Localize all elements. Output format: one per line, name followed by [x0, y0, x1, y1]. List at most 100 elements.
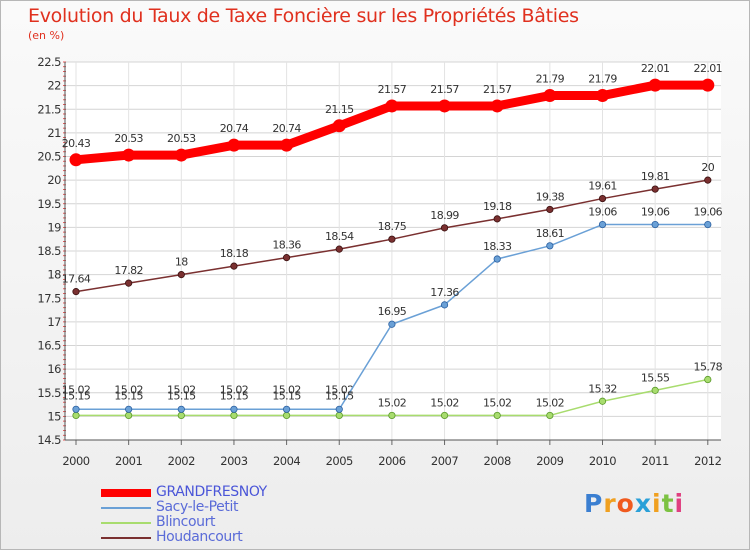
legend-label: GRANDFRESNOY	[156, 484, 267, 500]
x-tick-label: 2010	[589, 454, 616, 468]
data-label: 19.18	[483, 200, 512, 213]
data-point	[546, 205, 554, 214]
data-point	[651, 220, 659, 229]
data-point	[282, 254, 291, 262]
data-label: 22.01	[641, 62, 670, 75]
data-label: 15.15	[220, 389, 249, 402]
data-label: 15.55	[641, 371, 670, 384]
data-label: 21.57	[483, 83, 512, 96]
data-label: 16.95	[378, 305, 407, 318]
y-tick-label: 20.5	[37, 150, 61, 164]
data-point	[174, 148, 188, 162]
data-label: 19.61	[588, 180, 617, 193]
data-label: 15.02	[220, 383, 249, 396]
data-label: 17.36	[430, 286, 459, 299]
data-point	[332, 119, 346, 133]
data-point	[177, 411, 185, 420]
data-point	[493, 215, 501, 223]
data-label: 15.02	[430, 396, 459, 409]
data-point	[704, 220, 712, 229]
data-point	[125, 405, 133, 413]
data-point	[493, 411, 501, 420]
data-label: 15.32	[588, 382, 617, 395]
y-tick-label: 22.5	[37, 55, 61, 69]
data-point	[72, 411, 80, 420]
data-point	[704, 176, 712, 184]
logo-letter: r	[603, 489, 617, 518]
data-label: 15.02	[536, 396, 565, 409]
data-point	[546, 411, 554, 420]
legend-swatch	[101, 537, 151, 539]
x-tick-label: 2009	[536, 454, 563, 468]
data-point	[546, 242, 554, 250]
y-tick-label: 21.5	[37, 102, 61, 116]
data-point	[125, 279, 133, 287]
data-label: 20.53	[114, 132, 143, 145]
data-point	[282, 411, 291, 420]
data-point	[177, 405, 185, 413]
data-label: 19.06	[588, 206, 617, 219]
x-tick-label: 2006	[378, 454, 405, 468]
data-label: 15.02	[378, 396, 407, 409]
data-point	[72, 405, 80, 413]
x-tick-label: 2012	[694, 454, 721, 468]
data-label: 18	[175, 256, 188, 269]
data-label: 15.15	[325, 389, 354, 402]
data-point	[440, 301, 449, 309]
y-tick-label: 14.5	[37, 433, 61, 447]
logo-letter: i	[652, 489, 662, 518]
y-tick-label: 22	[47, 79, 61, 93]
data-label: 18.99	[430, 209, 459, 222]
data-label: 18.75	[378, 220, 407, 233]
data-point	[230, 411, 238, 420]
data-point	[230, 262, 238, 270]
data-point	[125, 411, 133, 420]
data-point	[493, 255, 501, 263]
x-tick-label: 2001	[115, 454, 142, 468]
data-label: 15.15	[62, 389, 91, 402]
data-label: 15.02	[325, 383, 354, 396]
data-point	[440, 224, 449, 232]
legend-swatch	[101, 489, 151, 497]
logo-letter: i	[674, 489, 685, 518]
data-label: 15.15	[114, 389, 143, 402]
x-tick-label: 2005	[326, 454, 353, 468]
y-tick-label: 15.5	[37, 386, 61, 400]
data-label: 15.02	[114, 383, 143, 396]
logo-letter: P	[584, 489, 604, 518]
proxiti-logo: Proxiti	[584, 489, 684, 518]
data-point	[438, 99, 452, 113]
data-point	[543, 89, 557, 103]
data-point	[335, 405, 343, 413]
data-label: 18.18	[220, 247, 249, 260]
data-point	[596, 89, 609, 103]
logo-letter: o	[616, 489, 635, 518]
data-label: 15.02	[272, 383, 301, 396]
data-point	[388, 320, 396, 328]
legend-swatch	[101, 522, 151, 524]
y-tick-label: 19	[47, 220, 61, 234]
y-tick-label: 17.5	[37, 291, 61, 305]
logo-letter: t	[661, 489, 675, 518]
data-label: 19.38	[536, 190, 565, 203]
data-point	[651, 185, 659, 193]
data-label: 20	[701, 161, 714, 174]
y-tick-label: 16	[47, 362, 61, 376]
data-point	[440, 411, 449, 420]
data-point	[280, 138, 294, 152]
data-point	[72, 288, 80, 296]
logo-letter: x	[634, 489, 652, 518]
data-label: 15.02	[483, 396, 512, 409]
x-tick-label: 2000	[62, 454, 89, 468]
data-label: 19.81	[641, 170, 670, 183]
data-point	[598, 194, 607, 203]
data-point	[651, 386, 659, 394]
data-label: 21.79	[588, 73, 617, 86]
x-tick-label: 2003	[220, 454, 247, 468]
data-label: 15.15	[272, 389, 301, 402]
data-point	[335, 411, 343, 420]
data-point	[282, 405, 291, 413]
data-point	[69, 153, 83, 167]
data-point	[385, 99, 399, 113]
data-label: 21.57	[430, 83, 459, 96]
